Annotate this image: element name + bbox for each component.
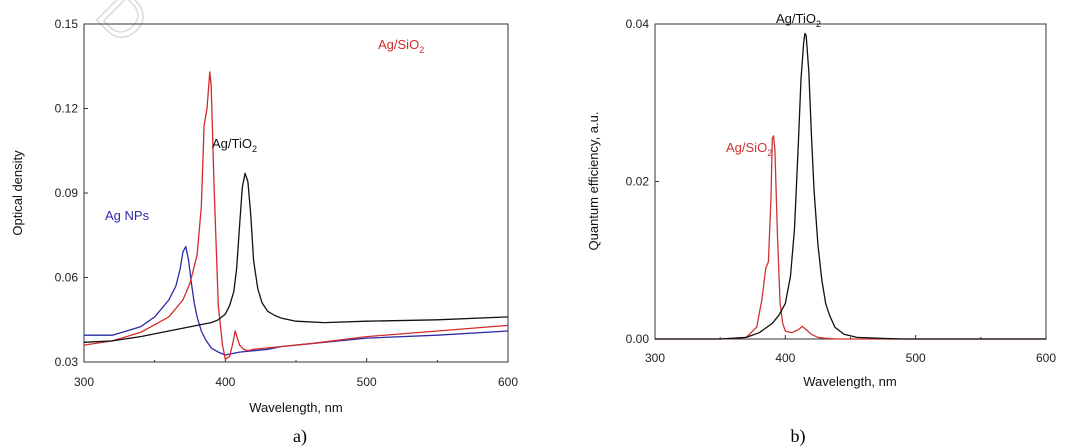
chart-b-y-tick-label: 0.04 [626, 17, 650, 31]
chart-b-series-ag-sio2 [655, 135, 1046, 340]
chart-a-optical-density: a) 300 400 500 600 0.03 0.06 0.09 0.12 0.15 Wavel… [10, 17, 518, 447]
chart-a-series-label-ag-tio2: Ag/TiO2 [212, 136, 257, 154]
watermark: D [84, 0, 162, 56]
chart-b-x-tick-label: 500 [906, 351, 926, 365]
chart-a-y-tick-label: 0.15 [55, 17, 79, 31]
chart-a-x-tick-label: 400 [215, 375, 235, 389]
chart-a-series-label-ag-sio2: Ag/SiO2 [378, 37, 424, 55]
chart-a-y-tick-label: 0.09 [55, 186, 79, 200]
chart-b-plot-frame [654, 23, 1047, 340]
chart-a-series-ag-nps [84, 245, 509, 356]
chart-a-series-ag-sio2 [83, 71, 509, 360]
chart-a-x-tick-label: 500 [357, 375, 377, 389]
chart-b-x-tick-label: 600 [1036, 351, 1056, 365]
chart-b-series-label-ag-tio2: Ag/TiO2 [776, 11, 821, 29]
chart-b-series-ag-tio2 [655, 32, 1046, 340]
chart-a-y-tick-label: 0.12 [55, 102, 79, 116]
chart-a-panel-label: a) [293, 426, 307, 447]
chart-b-x-axis-title: Wavelength, nm [803, 374, 896, 389]
chart-a-x-axis-title: Wavelength, nm [249, 400, 342, 415]
chart-b-quantum-efficiency: b) 300 400 500 600 0.00 0.02 0.04 Wavelength, n… [586, 11, 1056, 447]
chart-a-x-tick-label: 600 [498, 375, 518, 389]
chart-b-x-tick-label: 300 [645, 351, 665, 365]
chart-a-y-axis-title: Optical density [10, 150, 25, 236]
chart-b-x-tick-label: 400 [775, 351, 795, 365]
chart-a-plot-frame [83, 23, 509, 363]
chart-b-y-tick-label: 0.00 [626, 332, 650, 346]
chart-b-panel-label: b) [791, 426, 806, 447]
chart-b-y-axis-title: Quantum efficiency, a.u. [586, 112, 601, 251]
chart-a-y-tick-label: 0.03 [55, 355, 79, 369]
chart-a-x-tick-label: 300 [74, 375, 94, 389]
chart-b-y-tick-label: 0.02 [626, 175, 650, 189]
chart-a-series-label-ag-nps: Ag NPs [105, 208, 150, 223]
chart-a-y-tick-label: 0.06 [55, 271, 79, 285]
chart-b-series-label-ag-sio2: Ag/SiO2 [726, 140, 772, 158]
chart-a-series-ag-tio2 [83, 172, 509, 343]
